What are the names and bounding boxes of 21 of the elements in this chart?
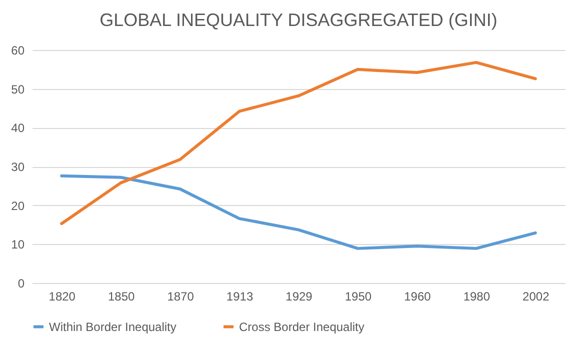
chart-title: GLOBAL INEQUALITY DISAGGREGATED (GINI) xyxy=(100,10,498,30)
x-tick-label: 1820 xyxy=(48,290,76,304)
legend-label: Cross Border Inequality xyxy=(239,320,364,334)
y-tick-label: 50 xyxy=(11,82,25,96)
line-series xyxy=(60,60,537,226)
y-tick-label: 10 xyxy=(11,238,25,252)
y-tick-label: 40 xyxy=(11,121,25,136)
x-tick-label: 1913 xyxy=(226,290,254,304)
x-tick-label: 1980 xyxy=(463,290,490,304)
x-tick-label: 1929 xyxy=(286,290,313,304)
y-tick-label: 60 xyxy=(11,44,25,58)
x-tick-label: 1950 xyxy=(344,290,372,304)
legend-label: Within Border Inequality xyxy=(49,320,176,334)
y-tick-label: 0 xyxy=(18,276,25,290)
y-tick-label: 30 xyxy=(11,160,25,174)
x-tick-label: 2002 xyxy=(522,290,550,304)
x-tick-label: 1870 xyxy=(167,290,194,304)
y-tick-label: 20 xyxy=(11,198,25,213)
x-tick-label: 1960 xyxy=(404,290,432,304)
line-series xyxy=(60,174,537,250)
x-tick-label: 1850 xyxy=(108,290,136,304)
